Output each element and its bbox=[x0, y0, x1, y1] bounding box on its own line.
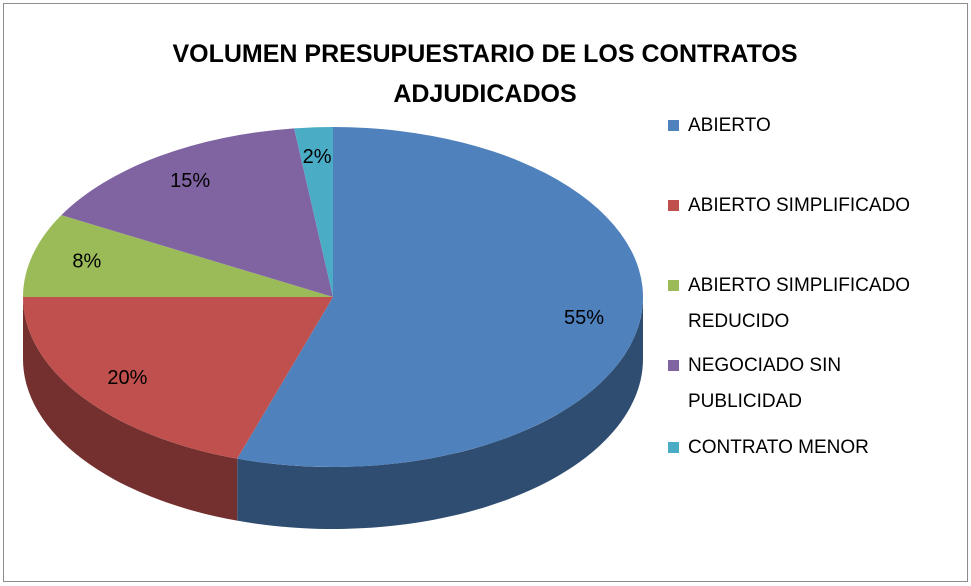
legend-swatch bbox=[668, 442, 679, 453]
data-label: 20% bbox=[107, 367, 147, 389]
legend-item: NEGOCIADO SIN PUBLICIDAD bbox=[668, 348, 953, 420]
legend-label: ABIERTO bbox=[688, 115, 771, 136]
legend-swatch bbox=[668, 200, 679, 211]
chart-title: VOLUMEN PRESUPUESTARIO DE LOS CONTRATOS … bbox=[172, 40, 798, 108]
legend-swatch bbox=[668, 360, 679, 371]
data-label: 2% bbox=[303, 146, 332, 168]
legend-item: ABIERTO SIMPLIFICADO REDUCIDO bbox=[668, 268, 953, 340]
slice bbox=[23, 215, 333, 297]
data-label: 8% bbox=[72, 251, 101, 273]
slice bbox=[237, 127, 644, 467]
legend-label: CONTRATO MENOR bbox=[688, 437, 869, 458]
slice-side bbox=[23, 297, 238, 521]
data-label: 55% bbox=[564, 307, 604, 329]
slice-side bbox=[237, 297, 644, 529]
slice bbox=[61, 128, 333, 297]
slice bbox=[23, 297, 333, 459]
data-label: 15% bbox=[170, 170, 210, 192]
legend-label: NEGOCIADO SIN PUBLICIDAD bbox=[688, 355, 842, 412]
legend-label: ABIERTO SIMPLIFICADO REDUCIDO bbox=[688, 275, 911, 332]
legend-item: ABIERTO SIMPLIFICADO bbox=[668, 188, 953, 224]
pie-tops bbox=[23, 127, 644, 467]
legend-swatch bbox=[668, 280, 679, 291]
pie-sides bbox=[23, 297, 644, 529]
legend-swatch bbox=[668, 120, 679, 131]
slice bbox=[294, 127, 333, 297]
legend-label: ABIERTO SIMPLIFICADO bbox=[688, 195, 911, 216]
legend-item: CONTRATO MENOR bbox=[668, 430, 953, 466]
legend-item: ABIERTO bbox=[668, 108, 953, 144]
data-labels: 55% 20% 8% 15% 2% bbox=[72, 146, 604, 389]
